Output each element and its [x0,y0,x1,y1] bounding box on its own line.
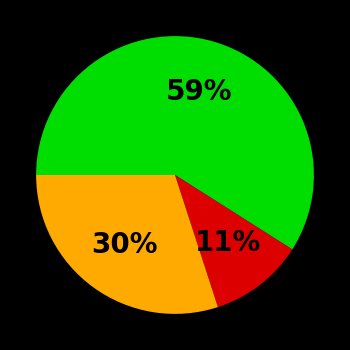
Text: 11%: 11% [195,229,261,257]
Wedge shape [36,36,314,250]
Wedge shape [36,175,218,314]
Text: 30%: 30% [91,231,158,259]
Wedge shape [175,175,292,307]
Text: 59%: 59% [166,78,232,106]
